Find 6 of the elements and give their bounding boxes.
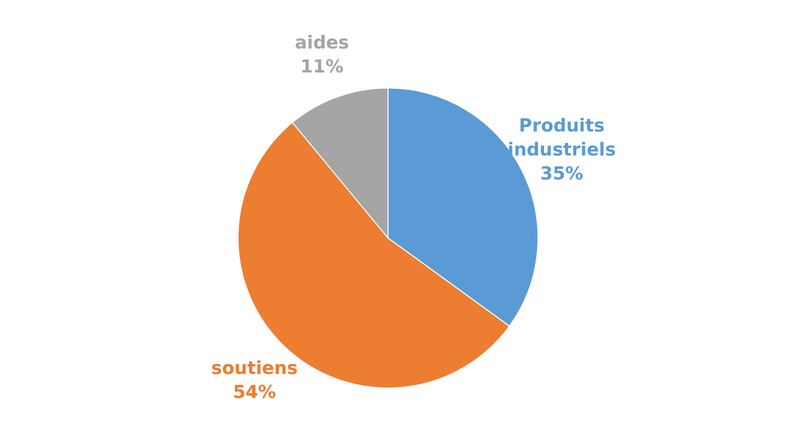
- slice-label: Produits industriels: [508, 114, 616, 160]
- slice-label: soutiens: [211, 358, 298, 379]
- slice-label: aides: [294, 32, 350, 54]
- data-label: 35%: [540, 162, 584, 184]
- data-label: 54%: [232, 382, 276, 403]
- data-label: 11%: [300, 56, 344, 78]
